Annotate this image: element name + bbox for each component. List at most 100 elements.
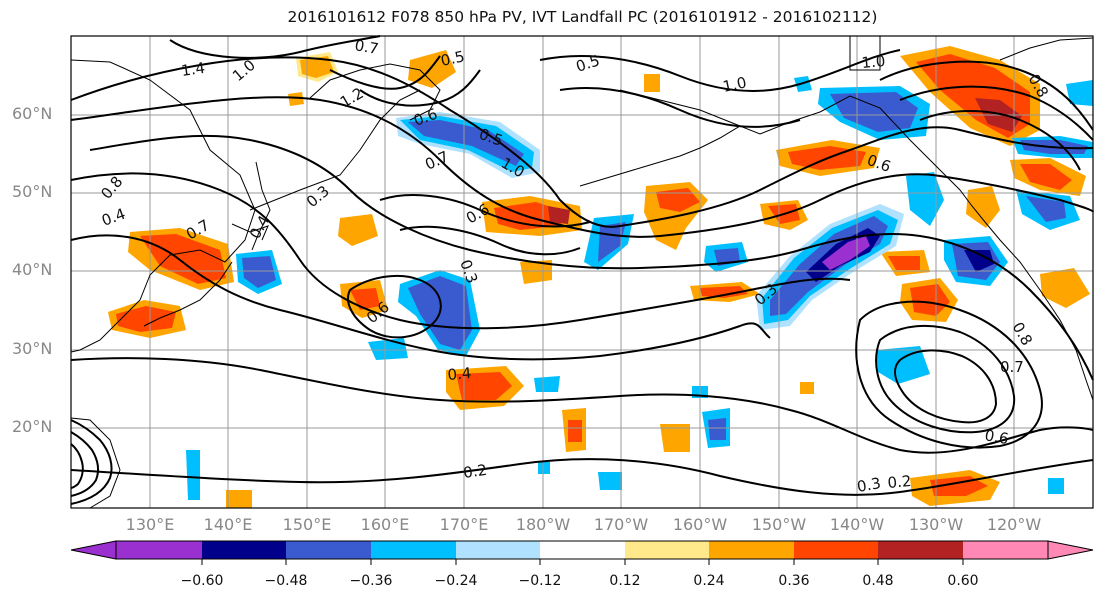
anomaly-fill (288, 92, 304, 106)
map-frame (70, 35, 1094, 509)
contour-label: 0.4 (447, 364, 472, 384)
anomaly-fill (660, 424, 690, 452)
contour-label: 0.7 (1000, 358, 1024, 376)
lat-label-50n: 50°N (12, 182, 53, 201)
lon-label: 120°W (986, 515, 1042, 534)
lon-label: 160°W (672, 515, 728, 534)
anomaly-fill (338, 214, 378, 246)
colorbar-label: 0.60 (947, 573, 979, 589)
pv-contour (169, 35, 381, 59)
anomaly-fill (520, 260, 552, 284)
pv-contour (70, 96, 1094, 238)
anomaly-fill (408, 120, 524, 166)
colorbar-label: −0.24 (434, 573, 478, 589)
contour-label: 1.0 (861, 52, 886, 72)
anomaly-fill (1040, 268, 1090, 308)
anomaly-fill (300, 56, 334, 78)
pv-contour (70, 234, 771, 361)
colorbar-label: 0.36 (778, 573, 810, 589)
lon-label: 130°E (125, 515, 175, 534)
coastline (849, 36, 881, 71)
colorbar-bin (456, 541, 540, 559)
contour-label: 0.2 (887, 472, 912, 492)
anomaly-fill (598, 222, 626, 262)
coastline (251, 161, 271, 251)
pv-contour (70, 172, 851, 330)
pv-contour (855, 300, 1043, 449)
anomaly-fill (1020, 164, 1072, 190)
colorbar-extend-right (1047, 540, 1094, 560)
colorbar-label: −0.48 (264, 573, 308, 589)
colorbar-bin (371, 541, 456, 559)
pv-anomaly-fills (108, 46, 1093, 508)
lon-label: 170°W (593, 515, 649, 534)
pv-contour (359, 69, 481, 107)
lat-label-40n: 40°N (12, 260, 53, 279)
lon-label: 150°E (282, 515, 332, 534)
anomaly-fill (538, 462, 550, 474)
anomaly-fill (964, 250, 994, 272)
lon-label: 150°W (751, 515, 807, 534)
colorbar-bin (963, 541, 1048, 559)
anomaly-fill (966, 186, 1000, 228)
pv-contour (70, 431, 100, 497)
pv-contour (399, 225, 581, 256)
lon-label: 140°E (203, 515, 253, 534)
anomaly-fill (888, 256, 920, 270)
coastline (249, 89, 421, 211)
lon-label: 180°W (515, 515, 571, 534)
pv-contour (70, 458, 1094, 496)
anomaly-fill (1026, 196, 1066, 222)
coastlines (70, 36, 1094, 509)
colorbar-extend-left (70, 540, 117, 560)
pv-contour (70, 419, 113, 505)
colorbar-bin (878, 541, 963, 559)
anomaly-fill (456, 372, 512, 400)
coastline (999, 37, 1094, 61)
lat-label-30n: 30°N (12, 339, 53, 358)
contour-label: 0.6 (983, 426, 1010, 448)
anomaly-fill (1066, 80, 1093, 106)
anomaly-fill (226, 490, 252, 508)
colorbar (70, 540, 1094, 565)
contour-label: 0.2 (462, 461, 488, 482)
coastline (619, 89, 1094, 401)
anomaly-fill (708, 418, 726, 440)
coastline (579, 125, 741, 187)
pv-contour (70, 357, 1094, 454)
coastline (231, 223, 269, 241)
pv-contour (899, 85, 1094, 141)
pv-contour (329, 55, 441, 90)
lon-label: 130°W (908, 515, 964, 534)
coastline (143, 261, 233, 327)
pv-contour (70, 443, 84, 489)
map-panel: 1.4 1.0 0.7 0.5 1.2 0.6 0.5 1.0 0.7 0.3 … (70, 35, 1094, 509)
pv-contour (70, 56, 1094, 228)
pv-contour (559, 87, 801, 128)
anomaly-fill (598, 472, 622, 490)
colorbar-bin (286, 541, 371, 559)
pv-contour (379, 194, 591, 228)
colorbar-bin (794, 541, 878, 559)
colorbar-bin (540, 541, 625, 559)
pv-contour (539, 49, 901, 92)
colorbar-label: −0.36 (349, 573, 393, 589)
lat-label-20n: 20°N (12, 417, 53, 436)
contour-label: 0.5 (439, 47, 466, 70)
pv-contour (894, 349, 998, 424)
anomaly-fill (656, 188, 700, 212)
colorbar-bin (709, 541, 794, 559)
colorbar-label: −0.12 (518, 573, 562, 589)
coastline (70, 59, 256, 353)
colorbar-label: 0.48 (862, 573, 894, 589)
anomaly-fill (800, 382, 814, 394)
pv-contour (879, 60, 1094, 131)
gridlines (71, 36, 1093, 508)
anomaly-fill (116, 306, 176, 332)
anomaly-fill (568, 420, 582, 442)
lon-label: 140°W (829, 515, 885, 534)
anomaly-fill (876, 346, 930, 384)
anomaly-fill (822, 236, 870, 270)
colorbar-frame (115, 540, 1049, 560)
